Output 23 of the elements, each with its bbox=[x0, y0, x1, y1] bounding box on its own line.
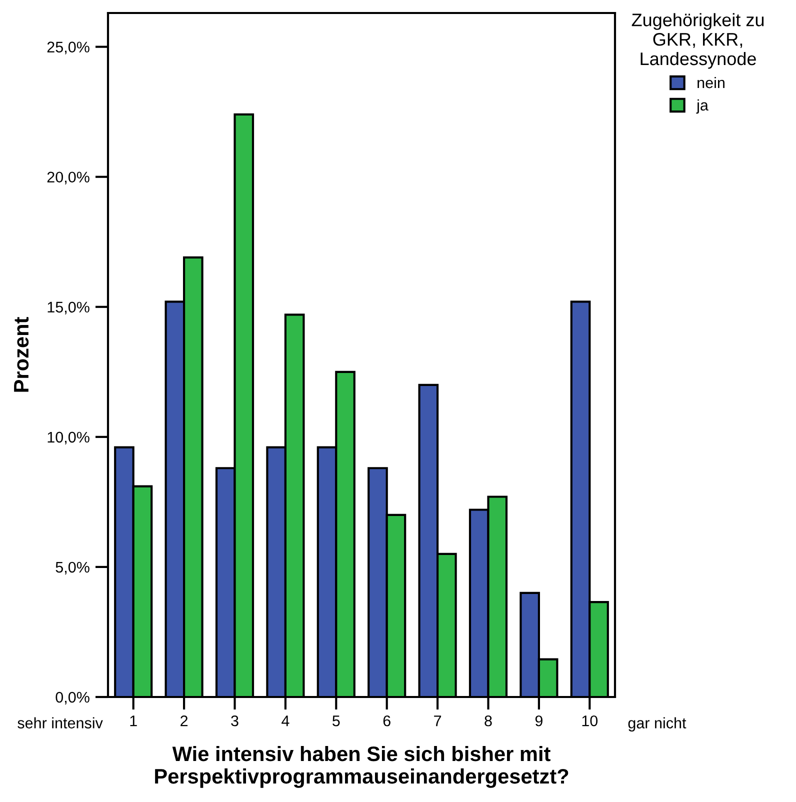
y-tick-label: 0,0% bbox=[56, 692, 90, 704]
x-tick-label: 3 bbox=[231, 715, 238, 726]
x-tick-label: 9 bbox=[535, 715, 542, 726]
legend-label: ja bbox=[696, 99, 708, 114]
y-tick-label: 20,0% bbox=[47, 172, 90, 184]
y-tick-label: 15,0% bbox=[48, 302, 90, 314]
x-tick-label: 4 bbox=[282, 716, 290, 726]
x-tick-label: 6 bbox=[383, 715, 390, 726]
x-tick-label: 2 bbox=[180, 715, 188, 726]
text: gar nicht bbox=[628, 717, 686, 732]
x-tick-label: 5 bbox=[332, 716, 340, 726]
legend-title: Zugehörigkeit zu GKR, KKR, Landessynode bbox=[632, 13, 764, 69]
x-tick-label: 10 bbox=[582, 715, 598, 726]
x-axis-title: Wie intensiv haben Sie sich bisher mit Perspektivprogrammauseinandergesetzt? bbox=[155, 746, 568, 788]
y-tick-label: 10,0% bbox=[48, 432, 90, 444]
legend-label: nein bbox=[698, 76, 724, 88]
text: sehr intensiv bbox=[18, 717, 103, 728]
y-axis-title: Prozent bbox=[14, 317, 29, 392]
x-tick-label: 1 bbox=[130, 716, 137, 726]
y-tick-label: 25,0% bbox=[47, 42, 90, 54]
x-tick-label: 7 bbox=[434, 716, 442, 726]
x-tick-label: 8 bbox=[484, 715, 492, 726]
y-tick-label: 5,0% bbox=[56, 562, 90, 574]
